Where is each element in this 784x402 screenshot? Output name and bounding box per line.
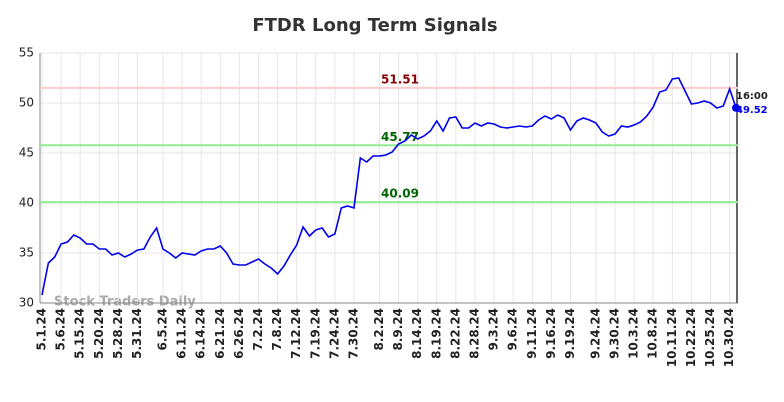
- chart-title: FTDR Long Term Signals: [252, 15, 497, 36]
- x-tick-label: 6.11.24: [175, 308, 189, 359]
- x-tick-label: 9.11.24: [525, 308, 539, 359]
- x-tick-label: 6.21.24: [213, 308, 227, 359]
- x-tick-label: 9.3.24: [487, 308, 501, 351]
- x-tick-label: 8.2.24: [372, 308, 386, 351]
- x-tick-label: 7.19.24: [308, 308, 322, 359]
- x-tick-label: 6.5.24: [155, 308, 169, 351]
- x-tick-label: 5.1.24: [35, 308, 49, 351]
- x-tick-label: 5.15.24: [73, 308, 87, 359]
- reference-label: 51.51: [381, 72, 419, 86]
- x-tick-label: 9.24.24: [588, 308, 602, 359]
- x-tick-label: 10.22.24: [684, 308, 698, 367]
- x-tick-label: 5.6.24: [54, 308, 68, 351]
- x-tick-label: 8.28.24: [467, 308, 481, 359]
- x-tick-label: 5.28.24: [111, 308, 125, 359]
- x-tick-label: 9.19.24: [563, 308, 577, 359]
- x-tick-label: 6.26.24: [232, 308, 246, 359]
- last-value-label: 49.52: [736, 105, 768, 116]
- last-point: [732, 103, 740, 112]
- y-tick-label: 55: [19, 46, 34, 60]
- line-series: [41, 77, 737, 296]
- reference-label: 40.09: [381, 187, 419, 201]
- y-tick-label: 35: [19, 246, 34, 260]
- watermark: Stock Traders Daily: [54, 295, 196, 310]
- x-tick-label: 8.19.24: [429, 308, 443, 359]
- x-tick-label: 8.14.24: [410, 308, 424, 359]
- reference-label: 45.77: [381, 130, 419, 144]
- x-tick-label: 7.12.24: [289, 308, 303, 359]
- x-tick-label: 10.25.24: [703, 308, 717, 367]
- x-tick-label: 7.8.24: [270, 308, 284, 351]
- x-tick-label: 10.8.24: [646, 308, 660, 359]
- x-tick-label: 9.16.24: [544, 308, 558, 359]
- y-tick-label: 45: [19, 146, 34, 160]
- x-tick-label: 7.30.24: [346, 308, 360, 359]
- x-tick-label: 5.31.24: [130, 308, 144, 359]
- x-tick-label: 6.14.24: [194, 308, 208, 359]
- x-tick-label: 5.20.24: [92, 308, 106, 359]
- x-tick-label: 8.9.24: [391, 308, 405, 351]
- x-tick-label: 9.6.24: [506, 308, 520, 351]
- x-tick-label: 8.22.24: [448, 308, 462, 359]
- y-tick-label: 50: [19, 96, 34, 110]
- last-time-label: 16:00: [736, 91, 768, 102]
- x-tick-label: 9.30.24: [608, 308, 622, 359]
- y-tick-label: 40: [19, 196, 34, 210]
- y-tick-label: 30: [19, 296, 34, 310]
- x-tick-label: 7.24.24: [327, 308, 341, 359]
- x-tick-label: 10.11.24: [665, 308, 679, 367]
- x-tick-label: 10.3.24: [627, 308, 641, 359]
- x-tick-label: 10.30.24: [722, 308, 736, 367]
- x-tick-label: 7.2.24: [251, 308, 265, 351]
